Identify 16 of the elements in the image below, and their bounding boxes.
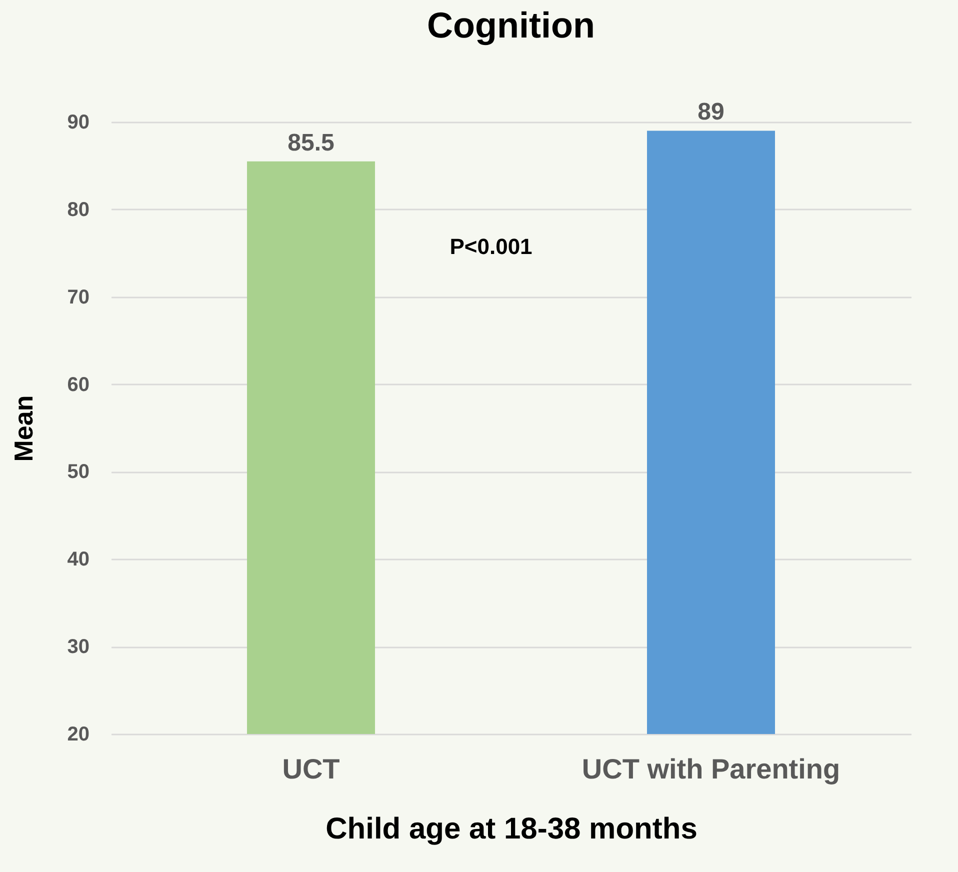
data-label: 85.5: [288, 129, 334, 156]
x-axis-title: Child age at 18-38 months: [326, 812, 698, 846]
y-tick-label: 80: [67, 198, 90, 221]
x-tick-label: UCT: [282, 754, 340, 784]
chart-title: Cognition: [427, 4, 595, 46]
y-tick-label: 40: [67, 548, 90, 571]
annotation: P<0.001: [450, 234, 532, 259]
y-tick-label: 90: [67, 112, 90, 134]
x-tick-label: UCT with Parenting: [582, 754, 840, 784]
y-tick-label: 70: [67, 286, 90, 308]
y-tick-label: 20: [67, 724, 90, 746]
data-label: 89: [698, 98, 724, 126]
y-tick-label: 50: [67, 461, 90, 484]
y-axis-title: Mean: [8, 395, 38, 462]
y-tick-label: 60: [67, 374, 90, 396]
y-tick-label: 30: [67, 636, 90, 658]
